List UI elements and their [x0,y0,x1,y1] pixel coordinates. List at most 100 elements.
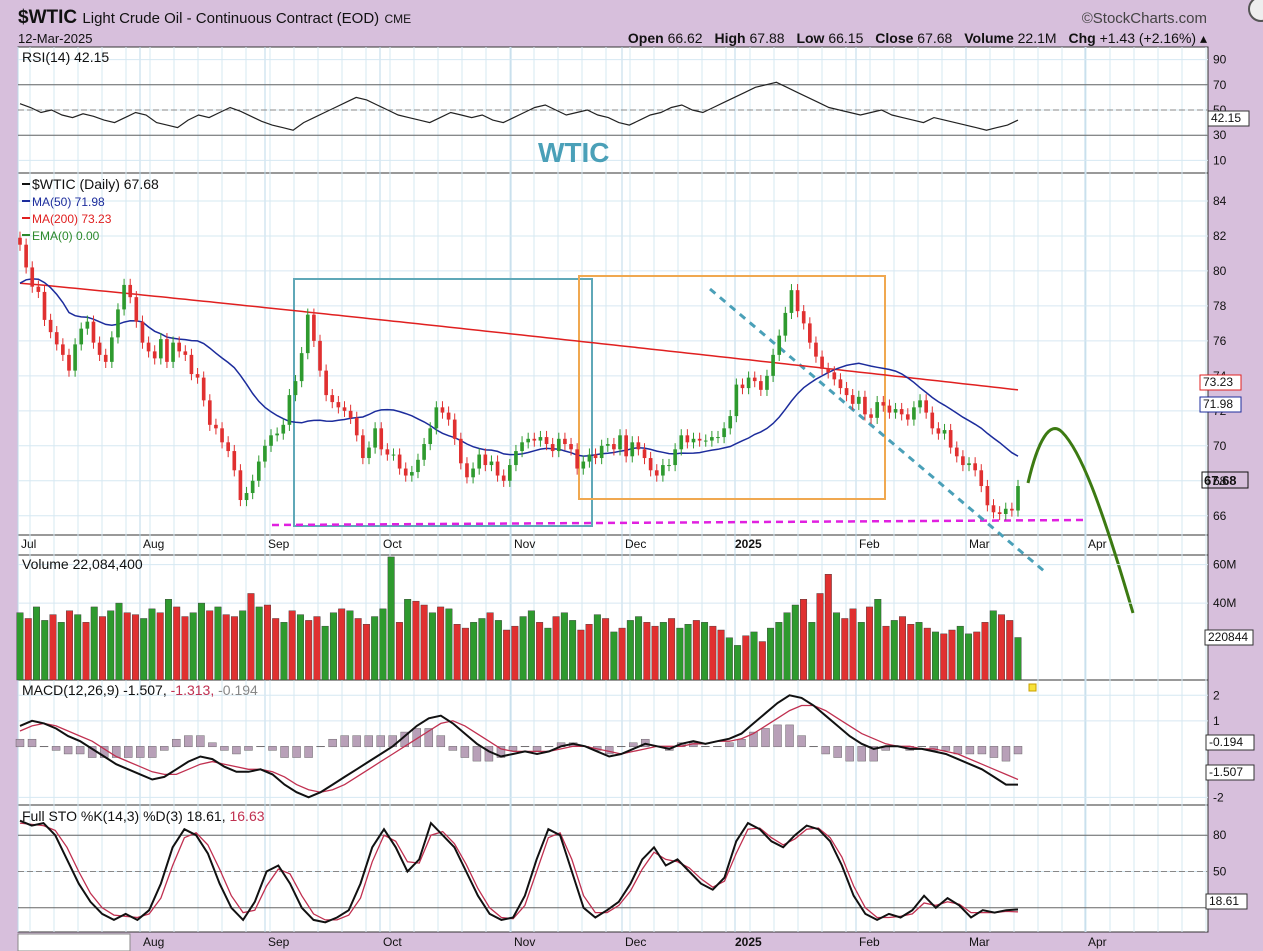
brand-label[interactable]: ©StockCharts.com [1081,10,1207,27]
price-candle [140,321,145,343]
volume-bar [849,608,857,681]
macd-histogram-bar [532,746,542,751]
price-candle [299,353,304,382]
rsi-tick: 70 [1213,78,1227,92]
macd-histogram-bar [460,746,470,758]
volume-bar [808,622,816,681]
ma50-last-label-box [1199,396,1242,413]
price-candle [465,463,469,478]
price-candle [422,444,426,460]
price-candle [905,414,910,420]
price-tick: 80 [1213,264,1227,278]
price-candle [673,449,677,466]
volume-bar [783,612,791,681]
macd-histogram-bar [989,746,999,758]
price-candle [483,454,488,466]
x-tick-label: Dec [625,537,646,551]
macd-histogram-bar [27,738,37,748]
macd-histogram-bar [773,724,782,748]
volume-bar [560,612,568,681]
x-tick-label-bottom: Mar [969,935,990,949]
volume-bar [684,624,692,681]
price-candle [232,451,237,471]
volume-bar [742,635,750,681]
price-candle [954,447,959,457]
price-candle [373,428,377,448]
volume-bar [49,614,57,681]
macd-tick: -2 [1213,790,1224,804]
volume-bar [519,616,527,681]
price-candle [605,444,610,446]
price-candle [73,344,77,371]
macd-histogram-bar [821,746,830,755]
price-candle [642,449,647,459]
price-candle [48,319,53,333]
macd-histogram-bar [809,746,818,748]
volume-last-label: 220844 [1208,630,1248,644]
volume-bar [1014,637,1022,681]
price-tick: 82 [1213,229,1227,243]
price-candle [654,470,659,476]
chart-header: $WTIC Light Crude Oil - Continuous Contr… [0,0,1263,46]
price-candle [342,407,347,411]
price-candle [869,414,873,418]
yellow-marker [1028,683,1037,692]
price-candle [679,435,684,450]
macd-signal-line [19,704,1019,793]
macd-histogram-bar [472,746,482,762]
volume-bar [346,610,354,681]
macd-histogram-bar [1013,746,1023,755]
volume-bar [874,599,882,681]
price-candle [318,340,322,371]
x-tick-label: Oct [383,537,402,551]
price-legend-item: EMA(0) 0.00 [32,229,100,243]
volume-bar [437,606,445,681]
volume-bar [577,629,585,681]
price-candle [330,395,335,403]
price-candle [97,342,102,355]
macd-histogram-bar [520,746,530,748]
price-candle [116,309,120,338]
close-last-label: 67.68 [1204,473,1237,488]
volume-bar [973,631,981,681]
x-tick-label-bottom: Sep [268,935,290,949]
price-candle [122,284,126,310]
macd-histogram-bar [232,746,241,755]
price-candle [354,417,359,436]
price-candle [238,470,243,501]
price-candle [134,297,139,322]
macd-histogram-bar [713,746,722,748]
macd-histogram-bar [845,746,854,762]
volume-bar [857,622,865,681]
close-icon[interactable] [1248,0,1263,22]
macd-histogram-bar [184,735,193,748]
volume-bar [866,606,874,681]
price-candle [281,424,286,434]
volume-bar [758,641,766,681]
rsi-tick: 30 [1213,128,1227,142]
volume-bar [288,610,296,681]
price-candle [459,438,463,464]
price-candle [189,354,194,375]
price-candle [575,449,579,469]
price-candle [563,438,567,445]
price-candle [697,438,702,441]
symbol-description: Light Crude Oil - Continuous Contract (E… [82,10,380,27]
volume-bar [428,612,436,681]
x-tick-label: 2025 [735,537,762,551]
price-candle [550,444,555,452]
price-candle [36,286,41,292]
macd-histogram-bar [917,746,927,748]
volume-bar [618,627,626,681]
macd-histogram-bar [436,735,446,748]
macd-histogram-bar [977,746,987,755]
volume-legend: Volume 22,084,400 [22,556,143,572]
price-candle [728,416,733,429]
price-candle [752,377,757,382]
price-candle [930,412,935,429]
volume-bar [272,618,280,681]
price-candle [526,438,531,443]
price-candle [918,400,922,408]
price-candle [544,437,549,445]
